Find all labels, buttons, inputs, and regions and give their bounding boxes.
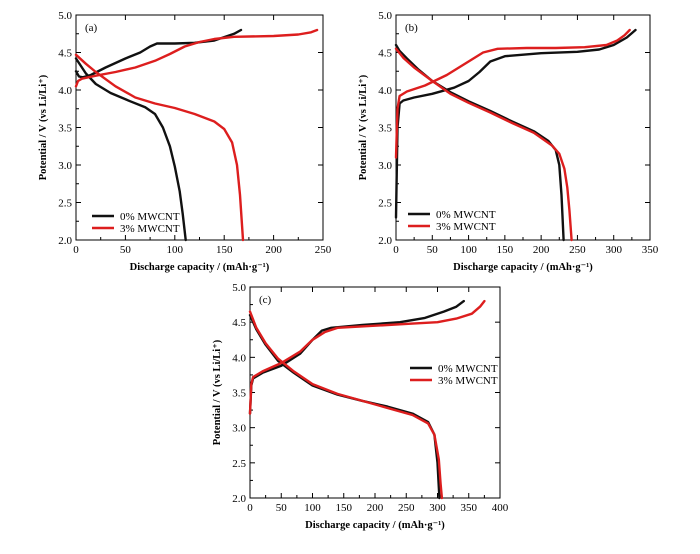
x-axis-label: Discharge capacity / (mAh·g⁻¹) — [130, 262, 270, 273]
x-tick-label: 200 — [367, 502, 384, 514]
y-tick-label: 4.0 — [58, 85, 72, 97]
y-tick-label: 2.5 — [232, 458, 246, 470]
panel-label: (c) — [259, 294, 272, 306]
plot-frame — [249, 286, 501, 499]
x-tick-label: 150 — [497, 244, 514, 256]
legend-label: 3% MWCNT — [438, 375, 498, 387]
y-tick-label: 4.5 — [232, 317, 246, 329]
x-tick-label: 200 — [533, 244, 550, 256]
y-tick-label: 2.0 — [232, 493, 246, 505]
series-3pct-charge-curve — [394, 28, 631, 159]
series-0pct-discharge-curve — [394, 43, 565, 242]
series-3pct-charge-curve — [74, 28, 319, 88]
series-0pct-discharge-curve — [74, 57, 187, 242]
y-tick-label: 4.5 — [378, 48, 392, 60]
y-tick-label: 3.0 — [378, 160, 392, 172]
y-tick-label: 3.5 — [58, 123, 72, 135]
x-tick-label: 300 — [429, 502, 446, 514]
x-tick-label: 0 — [393, 244, 399, 256]
y-axis-label: Potential / V (vs Li/Li⁺) — [38, 74, 49, 180]
y-tick-label: 4.5 — [58, 48, 72, 60]
legend-label: 3% MWCNT — [436, 221, 496, 233]
x-axis-label: Discharge capacity / (mAh·g⁻¹) — [453, 262, 593, 273]
y-tick-label: 2.0 — [58, 235, 72, 247]
x-tick-label: 0 — [247, 502, 253, 514]
x-tick-label: 100 — [304, 502, 321, 514]
x-tick-label: 200 — [265, 244, 282, 256]
x-tick-label: 350 — [461, 502, 478, 514]
y-tick-label: 2.5 — [378, 198, 392, 210]
series-0pct-charge-curve — [74, 28, 243, 79]
chart-panel-c: 0 50 100 150 200 250 300 350 400 2.0 2.5 3.0 3.5 4.0 4… — [212, 282, 509, 531]
x-tick-label: 400 — [492, 502, 509, 514]
x-tick-label: 50 — [276, 502, 288, 514]
x-tick-label: 300 — [605, 244, 622, 256]
x-tick-label: 100 — [167, 244, 184, 256]
x-tick-label: 250 — [398, 502, 415, 514]
x-tick-label: 250 — [569, 244, 586, 256]
y-tick-label: 2.5 — [58, 198, 72, 210]
x-tick-label: 0 — [73, 244, 79, 256]
series-0pct-discharge-curve — [248, 313, 441, 500]
legend-label: 3% MWCNT — [120, 223, 180, 235]
y-tick-label: 5.0 — [58, 10, 72, 22]
series-0pct-charge-curve — [248, 299, 465, 415]
x-tick-label: 150 — [216, 244, 233, 256]
x-tick-label: 100 — [460, 244, 477, 256]
series-3pct-charge-curve — [248, 299, 486, 415]
panel-label: (a) — [85, 22, 98, 34]
y-axis-label: Potential / V (vs Li/Li⁺) — [212, 339, 223, 445]
legend-label: 0% MWCNT — [438, 363, 498, 375]
y-tick-label: 5.0 — [378, 10, 392, 22]
panel-label: (b) — [405, 22, 418, 34]
x-axis-label: Discharge capacity / (mAh·g⁻¹) — [305, 520, 445, 531]
chart-panel-a: 0 50 100 150 200 250 2.0 2.5 3.0 3.5 4.0 4.5 5.0 (a) D… — [38, 10, 332, 273]
legend-label: 0% MWCNT — [436, 209, 496, 221]
y-tick-label: 5.0 — [232, 282, 246, 294]
series-3pct-discharge-curve — [248, 310, 444, 500]
chart-panel-b: 0 50 100 150 200 250 300 350 2.0 2.5 3.0 3.5 4.0 4.5 5… — [358, 10, 659, 273]
series-0pct-charge-curve — [394, 28, 637, 219]
x-tick-label: 350 — [642, 244, 659, 256]
y-tick-label: 4.0 — [378, 85, 392, 97]
y-tick-label: 4.0 — [232, 352, 246, 364]
plot-frame — [75, 14, 324, 241]
legend-label: 0% MWCNT — [120, 211, 180, 223]
x-tick-label: 150 — [336, 502, 353, 514]
y-tick-label: 3.5 — [232, 388, 246, 400]
series-3pct-discharge-curve — [394, 47, 573, 242]
x-tick-label: 50 — [427, 244, 439, 256]
x-tick-label: 250 — [315, 244, 332, 256]
y-tick-label: 3.0 — [232, 423, 246, 435]
y-tick-label: 2.0 — [378, 235, 392, 247]
x-tick-label: 50 — [120, 244, 132, 256]
y-axis-label: Potential / V (vs Li/Li⁺) — [358, 74, 369, 180]
y-tick-label: 3.0 — [58, 160, 72, 172]
y-tick-label: 3.5 — [378, 123, 392, 135]
series-3pct-discharge-curve — [74, 53, 245, 242]
